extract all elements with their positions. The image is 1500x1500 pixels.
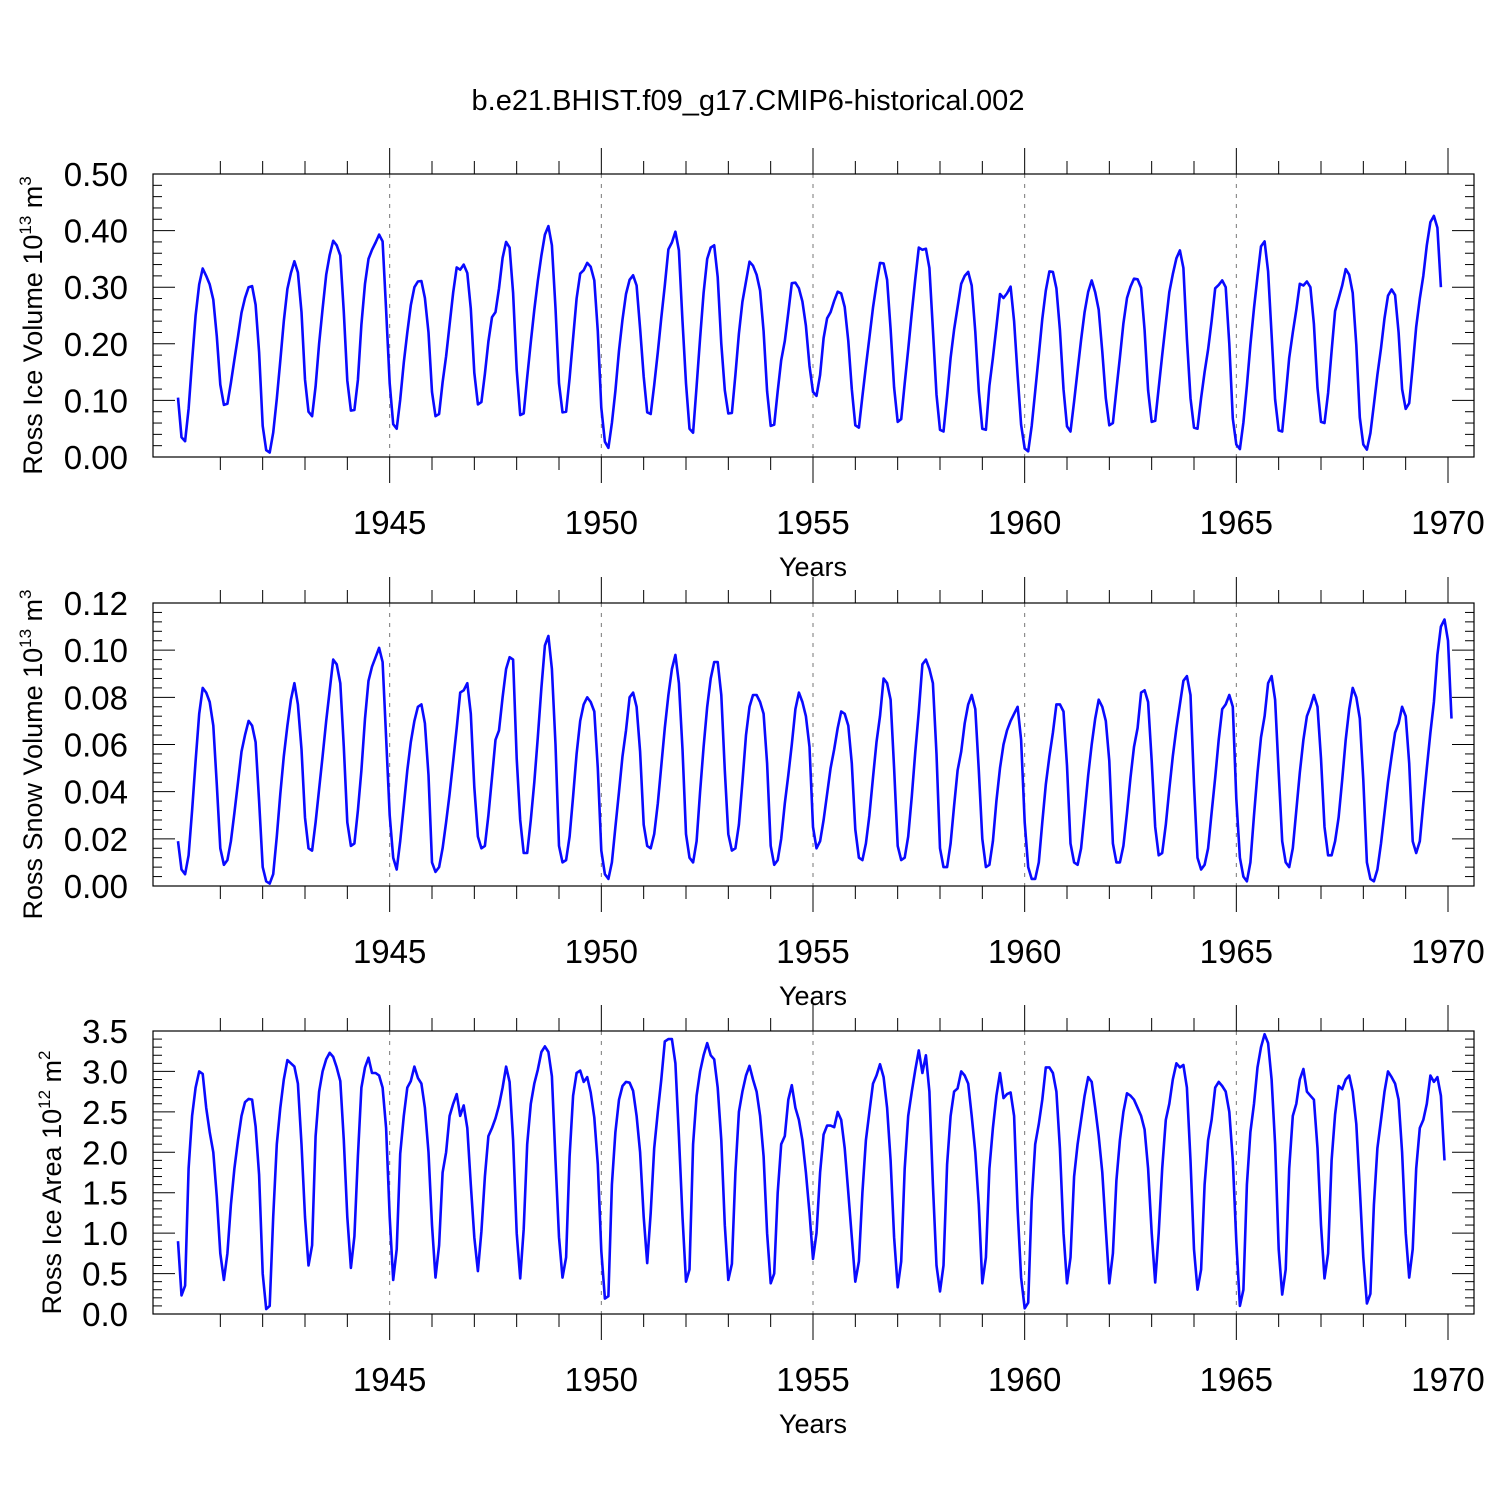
ice-volume-panel: 0.00 0.10 0.20 0.30 0.40 0.50 1945 1950 … <box>16 148 1485 582</box>
ice-volume-xtick-label-1: 1950 <box>565 504 638 541</box>
ice-volume-x-tick-labels: 1945 1950 1955 1960 1965 1970 <box>353 504 1485 541</box>
ice-area-ytick-label-7: 3.5 <box>82 1013 128 1050</box>
ice-area-reference-lines <box>389 1031 1237 1314</box>
snow-volume-xtick-label-0: 1945 <box>353 933 426 970</box>
ice-volume-ytick-label-1: 0.10 <box>64 382 128 419</box>
ice-area-ytick-label-6: 3.0 <box>82 1053 128 1090</box>
ice-area-ytick-label-2: 1.0 <box>82 1215 128 1252</box>
ice-volume-ytick-label-2: 0.20 <box>64 326 128 363</box>
ice-area-series-line <box>176 1032 1446 1311</box>
ice-volume-y-tick-labels: 0.00 0.10 0.20 0.30 0.40 0.50 <box>64 156 128 476</box>
ice-volume-xtick-label-5: 1970 <box>1411 504 1484 541</box>
snow-volume-xtick-label-2: 1955 <box>776 933 849 970</box>
ice-area-xtick-label-4: 1965 <box>1200 1361 1273 1398</box>
ice-volume-xtick-label-2: 1955 <box>776 504 849 541</box>
snow-volume-ytick-label-5: 0.10 <box>64 632 128 669</box>
snow-volume-x-tick-labels: 1945 1950 1955 1960 1965 1970 <box>353 933 1485 970</box>
ice-area-xtick-label-3: 1960 <box>988 1361 1061 1398</box>
snow-volume-panel: 0.00 0.02 0.04 0.06 0.08 0.10 0.12 1945 … <box>16 577 1485 1011</box>
snow-volume-reference-lines <box>389 603 1237 886</box>
snow-volume-ytick-label-1: 0.02 <box>64 821 128 858</box>
ice-volume-ytick-label-3: 0.30 <box>64 269 128 306</box>
ice-volume-xtick-label-3: 1960 <box>988 504 1061 541</box>
ice-area-ytick-label-1: 0.5 <box>82 1256 128 1293</box>
ice-area-ticks <box>153 1005 1474 1340</box>
snow-volume-ytick-label-0: 0.00 <box>64 868 128 905</box>
snow-volume-series-line <box>176 618 1453 885</box>
ice-area-xtick-label-0: 1945 <box>353 1361 426 1398</box>
snow-volume-xtick-label-5: 1970 <box>1411 933 1484 970</box>
ice-volume-ticks <box>153 148 1474 483</box>
snow-volume-y-axis-label: Ross Snow Volume 1013 m3 <box>16 589 48 919</box>
snow-volume-xtick-label-3: 1960 <box>988 933 1061 970</box>
ice-area-xtick-label-2: 1955 <box>776 1361 849 1398</box>
ice-volume-ytick-label-0: 0.00 <box>64 439 128 476</box>
ice-area-ytick-label-4: 2.0 <box>82 1134 128 1171</box>
snow-volume-y-tick-labels: 0.00 0.02 0.04 0.06 0.08 0.10 0.12 <box>64 585 128 905</box>
ice-area-ytick-label-5: 2.5 <box>82 1094 128 1131</box>
snow-volume-ytick-label-2: 0.04 <box>64 774 128 811</box>
ice-area-ytick-label-3: 1.5 <box>82 1175 128 1212</box>
ice-volume-ytick-label-4: 0.40 <box>64 213 128 250</box>
ice-volume-series-line <box>176 214 1443 454</box>
snow-volume-ytick-label-3: 0.06 <box>64 727 128 764</box>
snow-volume-xtick-label-1: 1950 <box>565 933 638 970</box>
snow-volume-ytick-label-6: 0.12 <box>64 585 128 622</box>
ice-area-xtick-label-1: 1950 <box>565 1361 638 1398</box>
ice-volume-ytick-label-5: 0.50 <box>64 156 128 193</box>
ice-volume-reference-lines <box>389 174 1237 457</box>
figure-title: b.e21.BHIST.f09_g17.CMIP6-historical.002 <box>472 85 1025 117</box>
ice-area-y-axis-label: Ross Ice Area 1012 m2 <box>35 1050 67 1314</box>
ice-area-y-tick-labels: 0.0 0.5 1.0 1.5 2.0 2.5 3.0 3.5 <box>82 1013 128 1333</box>
snow-volume-ytick-label-4: 0.08 <box>64 679 128 716</box>
ice-area-x-tick-labels: 1945 1950 1955 1960 1965 1970 <box>353 1361 1485 1398</box>
snow-volume-ticks <box>153 577 1474 912</box>
ice-volume-y-axis-label: Ross Ice Volume 1013 m3 <box>16 176 48 475</box>
ice-volume-xtick-label-0: 1945 <box>353 504 426 541</box>
snow-volume-xtick-label-4: 1965 <box>1200 933 1273 970</box>
ice-area-ytick-label-0: 0.0 <box>82 1296 128 1333</box>
ice-area-xtick-label-5: 1970 <box>1411 1361 1484 1398</box>
ice-area-panel: 0.0 0.5 1.0 1.5 2.0 2.5 3.0 3.5 1945 195… <box>35 1005 1485 1439</box>
ice-area-x-axis-label: Years <box>779 1409 847 1439</box>
ice-volume-xtick-label-4: 1965 <box>1200 504 1273 541</box>
